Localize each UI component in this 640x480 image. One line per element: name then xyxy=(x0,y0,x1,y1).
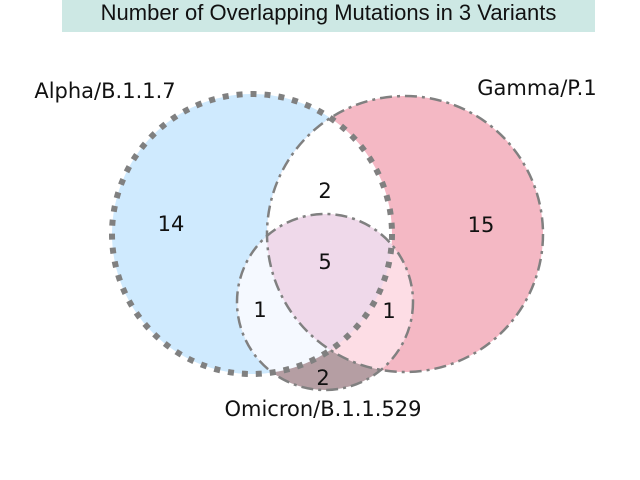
region-fills xyxy=(112,94,543,390)
set-label-omicron: Omicron/B.1.1.529 xyxy=(224,397,421,421)
count-alpha-omicron: 1 xyxy=(253,298,266,322)
count-alpha-gamma: 2 xyxy=(318,179,331,203)
count-gamma-omicron: 1 xyxy=(382,299,395,323)
count-omicron-only: 2 xyxy=(316,366,329,390)
set-label-alpha: Alpha/B.1.1.7 xyxy=(34,79,175,103)
set-label-gamma: Gamma/P.1 xyxy=(477,76,596,100)
count-alpha-only: 14 xyxy=(158,212,185,236)
count-all-three: 5 xyxy=(318,250,331,274)
count-gamma-only: 15 xyxy=(468,213,495,237)
